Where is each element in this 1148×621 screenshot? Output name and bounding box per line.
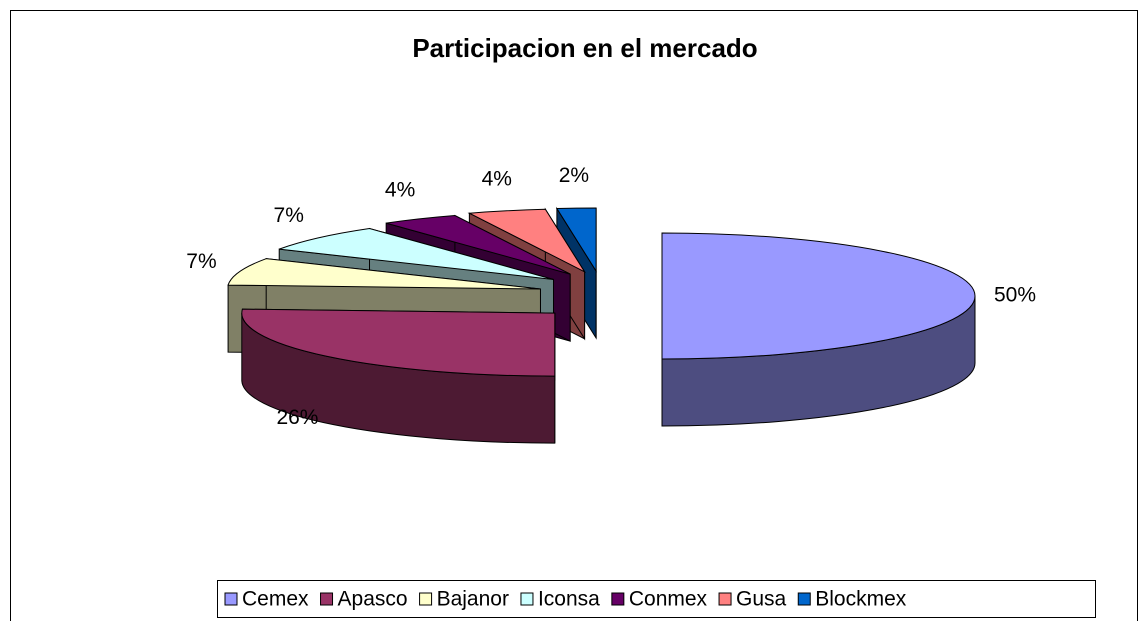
legend-label: Bajanor (437, 588, 509, 611)
data-label: 4% (385, 178, 415, 201)
legend-swatch (320, 592, 334, 606)
legend-swatch (797, 592, 811, 606)
legend-label: Gusa (736, 588, 787, 611)
slice-top (555, 207, 597, 273)
data-label: 7% (186, 250, 216, 273)
legend-swatch (419, 592, 433, 606)
legend-swatch (718, 592, 732, 606)
data-label: 26% (276, 406, 318, 429)
pie-slice (661, 232, 976, 427)
legend-swatch (224, 592, 238, 606)
legend-swatch (611, 592, 625, 606)
slice-top (467, 208, 586, 274)
slice-top (279, 227, 554, 280)
data-label: 7% (274, 204, 304, 227)
legend-label: Cemex (242, 588, 309, 611)
slice-top (227, 258, 541, 290)
data-label: 2% (559, 164, 589, 187)
slice-top (386, 215, 571, 275)
legend-label: Apasco (338, 588, 408, 611)
slice-top (661, 232, 976, 360)
legend-swatch (520, 592, 534, 606)
chart-title: Participacion en el mercado (412, 33, 757, 63)
pie-slice (241, 308, 556, 444)
legend-label: Conmex (629, 588, 708, 611)
legend-box (217, 580, 1096, 618)
legend-label: Blockmex (815, 588, 907, 611)
data-label: 4% (482, 167, 512, 190)
data-label: 50% (994, 284, 1036, 307)
slice-top (241, 308, 556, 377)
legend-label: Iconsa (538, 588, 600, 611)
